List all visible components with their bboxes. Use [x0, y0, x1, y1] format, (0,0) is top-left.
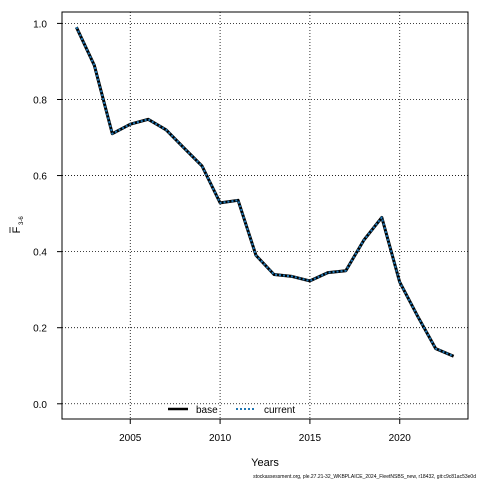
- x-axis-label: Years: [251, 457, 279, 469]
- y-tick-label: 0.6: [33, 172, 47, 183]
- y-axis-label-sub: 3-6: [19, 216, 25, 225]
- y-tick-label: 0.2: [33, 324, 47, 335]
- y-tick-label: 1.0: [33, 19, 47, 30]
- legend: base current: [168, 405, 295, 416]
- axes: 0.0 0.2 0.4 0.6 0.8 1.0 2005 2010 2015 2020: [33, 19, 411, 444]
- footer-caption: stockassessment.org, ple.27.21-32_WKBPLA…: [253, 474, 476, 480]
- legend-label-current: current: [264, 405, 295, 416]
- y-axis-label: F 3-6: [9, 216, 25, 233]
- grid-lines: [62, 12, 468, 419]
- series-line-base: [75, 26, 455, 358]
- legend-label-base: base: [196, 405, 218, 416]
- x-tick-label: 2005: [119, 433, 142, 444]
- y-tick-label: 0.0: [33, 400, 47, 411]
- y-tick-label: 0.8: [33, 95, 47, 106]
- series-line-current: [75, 26, 454, 358]
- plot-frame: [61, 11, 469, 420]
- x-tick-label: 2010: [209, 433, 232, 444]
- y-axis-label-main: F: [11, 226, 23, 233]
- series-lines: [75, 26, 455, 358]
- y-tick-label: 0.4: [33, 248, 47, 259]
- x-tick-label: 2020: [389, 433, 412, 444]
- x-tick-label: 2015: [299, 433, 322, 444]
